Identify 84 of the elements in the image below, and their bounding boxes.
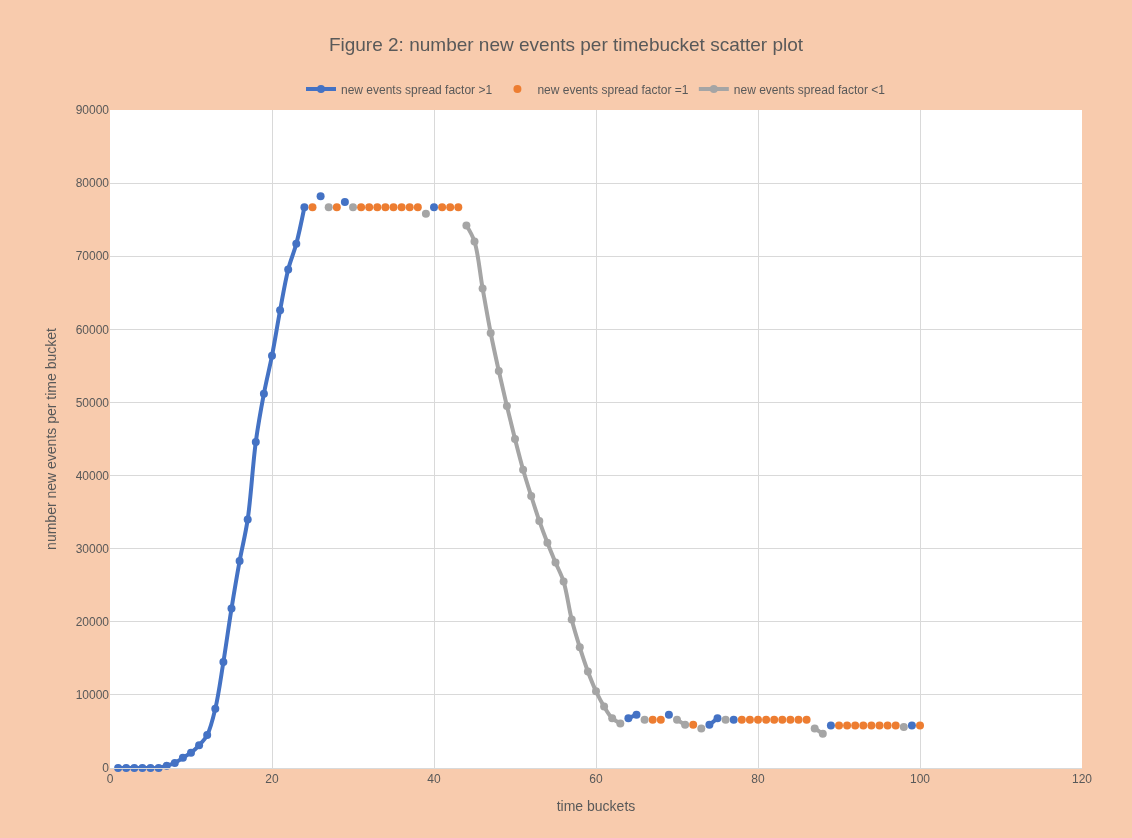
point: [851, 721, 860, 730]
x-tick-label: 20: [265, 772, 279, 787]
point: [178, 753, 187, 762]
point: [235, 557, 244, 566]
y-tick-label: 80000: [75, 176, 110, 191]
point: [794, 715, 803, 724]
x-tick-label: 60: [589, 772, 603, 787]
point: [365, 203, 374, 212]
y-tick-label: 70000: [75, 249, 110, 264]
point: [268, 351, 276, 360]
point: [689, 720, 698, 729]
point: [648, 715, 657, 724]
point: [681, 720, 690, 729]
legend-label: new events spread factor >1: [341, 82, 493, 97]
point: [656, 715, 665, 724]
point: [835, 721, 843, 730]
point: [251, 437, 260, 446]
chart-title: Figure 2: number new events per timebucket scatter plot: [328, 34, 804, 56]
point: [737, 715, 746, 724]
point: [843, 721, 852, 730]
point: [227, 604, 236, 613]
point: [203, 731, 212, 740]
point: [292, 239, 301, 248]
point: [413, 203, 422, 212]
point: [332, 203, 341, 212]
point: [438, 203, 447, 212]
point: [624, 714, 633, 723]
y-tick-label: 20000: [75, 614, 110, 629]
y-tick-label: 40000: [75, 468, 110, 483]
point: [357, 203, 366, 212]
point: [802, 715, 811, 724]
x-tick-label: 120: [1071, 772, 1093, 787]
point: [195, 741, 204, 750]
legend-label: new events spread factor =1: [537, 82, 689, 97]
point: [276, 306, 285, 315]
y-tick-label: 90000: [75, 103, 110, 118]
point: [300, 203, 309, 212]
y-axis-title: number new events per time bucket: [43, 328, 60, 550]
x-tick-label: 100: [909, 772, 931, 787]
point: [705, 720, 714, 729]
point: [154, 764, 163, 772]
point: [211, 704, 220, 713]
point: [219, 657, 228, 666]
point: [381, 203, 390, 212]
point: [891, 721, 900, 730]
point: [138, 764, 147, 772]
point: [810, 724, 819, 733]
point: [916, 721, 924, 730]
point: [859, 721, 868, 730]
x-tick-label: 80: [751, 772, 765, 787]
point: [770, 715, 779, 724]
y-tick-label: 50000: [75, 395, 110, 410]
point: [713, 714, 722, 723]
point: [162, 761, 171, 770]
point: [875, 721, 884, 730]
x-axis-title: time buckets: [556, 797, 636, 814]
point: [762, 715, 771, 724]
point: [867, 721, 876, 730]
point: [786, 715, 795, 724]
point: [284, 265, 293, 274]
point: [454, 203, 463, 212]
point: [673, 715, 681, 724]
point: [397, 203, 406, 212]
point: [754, 715, 762, 724]
point: [745, 715, 754, 724]
point: [883, 721, 892, 730]
point: [170, 758, 179, 767]
point: [818, 729, 827, 738]
y-tick-label: 30000: [75, 541, 110, 556]
y-tick-label: 10000: [75, 688, 110, 703]
point: [389, 203, 398, 212]
point: [259, 389, 268, 398]
point: [446, 203, 455, 212]
legend-label: new events spread factor <1: [733, 82, 886, 97]
point: [187, 748, 195, 757]
point: [373, 203, 382, 212]
point: [778, 715, 787, 724]
point: [243, 515, 252, 524]
point: [632, 710, 641, 719]
point: [308, 203, 317, 212]
y-tick-label: 60000: [75, 322, 110, 337]
x-tick-label: 40: [427, 772, 441, 787]
point: [405, 203, 414, 212]
point: [146, 764, 155, 772]
